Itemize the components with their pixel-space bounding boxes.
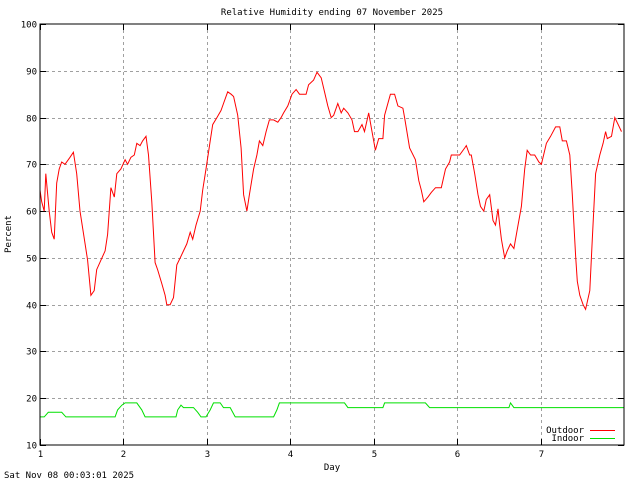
x-tick-label: 2 [121,450,126,460]
y-tick-label: 60 [26,208,37,218]
x-tick-label: 3 [205,450,210,460]
chart-title: Relative Humidity ending 07 November 202… [221,8,443,18]
y-axis-ticks: 10 20 30 40 50 60 70 80 90 100 [21,21,624,452]
y-tick-label: 40 [26,302,37,312]
y-tick-label: 50 [26,255,37,265]
series-line-indoor [40,401,624,418]
y-tick-label: 100 [21,21,37,31]
x-tick-label: 6 [455,450,460,460]
y-tick-label: 20 [26,395,37,405]
plot-frame [39,23,625,446]
x-tick-label: 7 [539,450,544,460]
y-tick-label: 70 [26,161,37,171]
legend-label-indoor: Indoor [551,434,584,444]
x-axis-ticks: 1 2 3 4 5 6 7 [38,24,544,460]
data-series [39,71,624,418]
y-tick-label: 80 [26,115,37,125]
x-tick-label: 1 [38,450,43,460]
grid-lines [40,24,624,445]
y-tick-label: 90 [26,68,37,78]
x-tick-label: 5 [372,450,377,460]
legend-label-outdoor: Outdoor [546,426,585,436]
timestamp-footer: Sat Nov 08 00:03:01 2025 [4,471,134,480]
y-tick-label: 30 [26,348,37,358]
x-axis-label: Day [324,463,341,473]
x-tick-label: 4 [288,450,293,460]
y-tick-label: 10 [26,442,37,452]
y-axis-label: Percent [4,215,14,253]
series-line-outdoor [39,71,622,311]
